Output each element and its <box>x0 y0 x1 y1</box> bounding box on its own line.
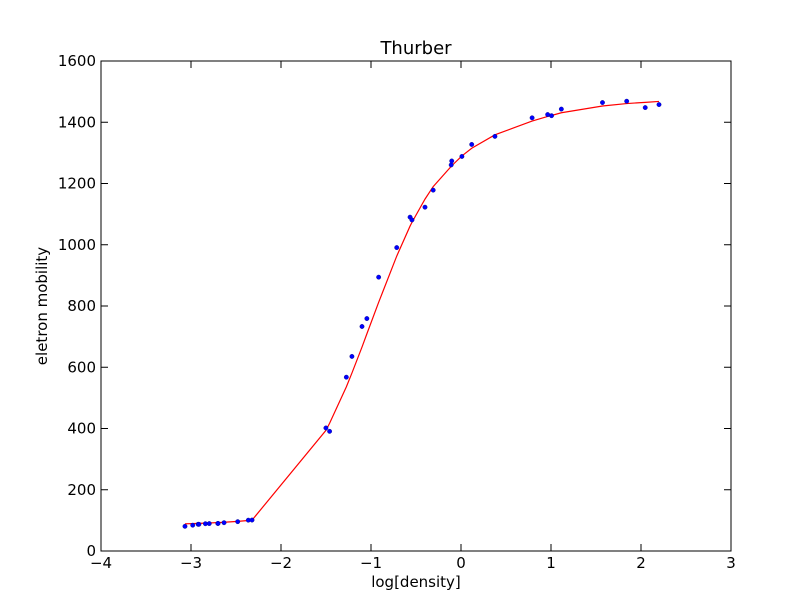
data-point <box>422 204 428 210</box>
y-tick-label: 400 <box>67 420 96 438</box>
data-point <box>221 520 227 526</box>
x-tick-label: 3 <box>726 554 736 572</box>
y-tick-label: 200 <box>67 481 96 499</box>
x-tick-label: −1 <box>360 554 382 572</box>
data-point <box>409 217 415 223</box>
data-point <box>558 106 564 112</box>
x-axis-label: log[density] <box>371 573 461 591</box>
data-point <box>600 100 605 105</box>
data-point <box>249 517 255 523</box>
data-point <box>235 519 241 525</box>
tick-marks <box>100 60 732 552</box>
y-tick-label: 1000 <box>58 236 96 254</box>
data-point <box>323 425 329 431</box>
x-tick-label: 0 <box>456 554 466 572</box>
data-point <box>364 316 370 321</box>
data-point <box>394 245 400 250</box>
data-point <box>215 521 221 526</box>
y-axis-label: eletron mobility <box>33 247 51 365</box>
data-point <box>349 354 355 359</box>
data-point <box>656 102 662 108</box>
data-point <box>624 98 630 104</box>
data-point <box>469 142 475 147</box>
y-tick-label: 800 <box>67 297 96 315</box>
data-point <box>182 523 188 529</box>
data-point <box>343 374 349 380</box>
chart-title: Thurber <box>379 38 452 59</box>
data-point <box>492 133 498 139</box>
data-point <box>206 521 212 526</box>
data-point <box>196 521 202 527</box>
data-point <box>459 154 465 159</box>
y-tick-label: 1600 <box>58 52 96 70</box>
y-tick-label: 600 <box>67 358 96 376</box>
y-tick-label: 1200 <box>58 175 96 193</box>
y-tick-label: 0 <box>86 542 96 560</box>
data-point <box>190 522 196 528</box>
data-point <box>529 115 535 121</box>
data-point <box>448 162 454 168</box>
data-point <box>430 187 436 193</box>
data-point <box>642 105 648 110</box>
data-point <box>376 274 382 280</box>
data-point <box>549 113 554 119</box>
x-tick-label: 1 <box>546 554 556 572</box>
x-tick-label: −4 <box>90 554 112 572</box>
x-tick-label: −2 <box>270 554 292 572</box>
data-point <box>327 428 332 434</box>
x-tick-label: 2 <box>636 554 646 572</box>
data-point <box>449 158 455 164</box>
data-point <box>359 324 365 329</box>
plot-area <box>182 98 662 529</box>
y-tick-label: 1400 <box>58 113 96 131</box>
x-tick-label: −3 <box>180 554 202 572</box>
